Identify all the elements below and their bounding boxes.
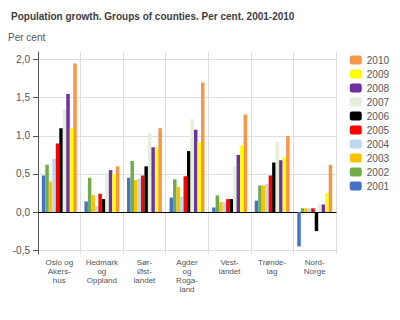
svg-text:2002: 2002 <box>367 167 390 178</box>
svg-text:1,5: 1,5 <box>16 92 30 103</box>
svg-text:2010: 2010 <box>367 55 390 66</box>
svg-text:0,5: 0,5 <box>16 168 30 179</box>
svg-text:1,0: 1,0 <box>16 130 30 141</box>
svg-text:Hedmark: Hedmark <box>86 258 119 267</box>
svg-text:0,0: 0,0 <box>16 207 30 218</box>
svg-text:Population growth. Groups of c: Population growth. Groups of counties. P… <box>11 11 295 22</box>
svg-text:-0,5: -0,5 <box>13 245 31 256</box>
svg-text:Oslo og: Oslo og <box>45 258 73 267</box>
svg-text:lag: lag <box>267 267 278 276</box>
svg-text:2001: 2001 <box>367 181 390 192</box>
svg-text:Roga-: Roga- <box>176 276 198 285</box>
svg-text:Nord-: Nord- <box>305 258 325 267</box>
svg-text:2006: 2006 <box>367 111 390 122</box>
svg-text:2,0: 2,0 <box>16 54 30 65</box>
svg-text:landet: landet <box>219 267 242 276</box>
svg-text:2005: 2005 <box>367 125 390 136</box>
svg-text:2003: 2003 <box>367 153 390 164</box>
svg-text:Norge: Norge <box>304 267 326 276</box>
svg-text:Trønde-: Trønde- <box>258 258 286 267</box>
svg-text:landet: landet <box>134 276 157 285</box>
svg-text:2004: 2004 <box>367 139 390 150</box>
svg-text:og: og <box>97 267 106 276</box>
svg-text:hus: hus <box>53 276 66 285</box>
svg-text:2009: 2009 <box>367 69 390 80</box>
svg-text:Oppland: Oppland <box>87 276 117 285</box>
svg-text:Vest-: Vest- <box>220 258 239 267</box>
svg-text:Per cent: Per cent <box>8 32 45 43</box>
svg-text:land: land <box>179 285 194 294</box>
svg-text:Sør-: Sør- <box>137 258 153 267</box>
svg-text:2007: 2007 <box>367 97 390 108</box>
svg-text:Akers-: Akers- <box>48 267 71 276</box>
svg-text:og: og <box>183 267 192 276</box>
svg-text:Øst-: Øst- <box>137 267 152 276</box>
svg-text:Agder: Agder <box>176 258 198 267</box>
svg-text:2008: 2008 <box>367 83 390 94</box>
